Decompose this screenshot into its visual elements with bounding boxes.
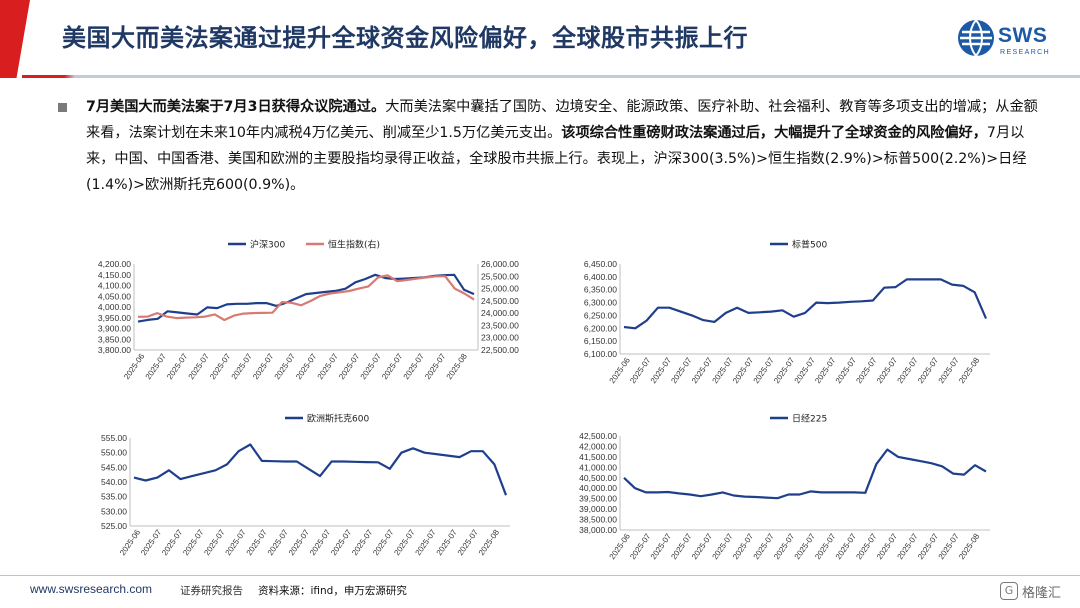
chart-hs300-hsi: 4,200.00 4,150.00 4,100.00 4,050.00 4,000.00…	[70, 232, 550, 392]
footer-divider	[0, 575, 1080, 576]
y-tick-label: 545.00	[101, 462, 127, 472]
y-tick-label: 530.00	[101, 506, 127, 516]
y-tick-label: 555.00	[101, 433, 127, 443]
y-tick-label: 535.00	[101, 492, 127, 502]
y-right-tick-label: 22,500.00	[481, 345, 519, 355]
y-right-tick-label: 23,500.00	[481, 320, 519, 330]
y-tick-label: 4,100.00	[98, 281, 131, 291]
sws-logo: SWS RESEARCH	[956, 18, 1066, 64]
series-line	[137, 273, 475, 323]
summary-paragraph: 7月美国大而美法案于7月3日获得众议院通过。大而美法案中囊括了国防、边境安全、能…	[86, 94, 1046, 198]
y-tick-label: 525.00	[101, 521, 127, 531]
x-tick-label: 2025-08	[445, 352, 470, 382]
chart-plot-group: 4,200.004,150.004,100.004,050.004,000.00…	[98, 259, 519, 381]
chart-legend: 欧洲斯托克600	[285, 413, 369, 425]
y-tick-label: 6,200.00	[584, 323, 617, 333]
watermark-logo-icon: G	[1000, 582, 1018, 600]
x-tick-label: 2025-08	[477, 528, 502, 558]
bullet-square-icon	[58, 103, 67, 112]
legend-label: 标普500	[792, 239, 827, 251]
y-tick-label: 4,050.00	[98, 291, 131, 301]
y-tick-label: 6,250.00	[584, 310, 617, 320]
globe-icon	[958, 19, 994, 57]
y-tick-label: 42,500.00	[579, 431, 617, 441]
y-tick-label: 540.00	[101, 477, 127, 487]
y-tick-label: 3,950.00	[98, 313, 131, 323]
y-right-tick-label: 26,000.00	[481, 259, 519, 269]
x-tick-label: 2025-08	[957, 532, 982, 562]
logo-subtext: RESEARCH	[1000, 49, 1051, 56]
chart-legend: 日经225	[770, 413, 827, 425]
chart-plot-group: 42,500.0042,000.0041,500.0041,000.0040,5…	[579, 431, 990, 561]
series-line	[623, 448, 987, 500]
legend-label: 恒生指数(右)	[328, 239, 380, 251]
y-tick-label: 39,000.00	[579, 504, 617, 514]
series-line	[137, 274, 475, 322]
y-right-tick-label: 24,500.00	[481, 296, 519, 306]
y-tick-label: 3,800.00	[98, 345, 131, 355]
summary-emphasis: 该项综合性重磅财政法案通过后，大幅提升了全球资金的风险偏好，	[561, 125, 987, 141]
watermark-text: 格隆汇	[1022, 586, 1062, 601]
header-accent-stripe	[0, 0, 30, 78]
y-tick-label: 38,500.00	[579, 515, 617, 525]
y-tick-label: 4,000.00	[98, 302, 131, 312]
chart-plot-group: 6,450.00 6,400.00 6,350.00 6,300.00 6,250.00…	[584, 259, 990, 385]
chart-plot-group: 555.00 550.00 545.00 540.00 535.00 530.00 525.…	[101, 433, 510, 557]
y-tick-label: 6,350.00	[584, 285, 617, 295]
legend-label: 日经225	[792, 413, 827, 425]
chart-stoxx600: 555.00 550.00 545.00 540.00 535.00 530.00 525.…	[70, 408, 550, 568]
header-bar: 美国大而美法案通过提升全球资金风险偏好，全球股市共振上行 SWS RESEARC…	[0, 0, 1080, 78]
chart-sp500: 6,450.00 6,400.00 6,350.00 6,300.00 6,250.00…	[560, 232, 1010, 392]
chart-legend: 标普500	[770, 239, 827, 251]
summary-detail: 大而美法案中囊括了国防、边境安全、能源政策、医疗补助、社会福利、教育等多项支出的…	[86, 99, 1038, 141]
y-right-tick-label: 25,500.00	[481, 271, 519, 281]
watermark: G 格隆汇	[1000, 580, 1076, 602]
x-tick-label: 2025-08	[957, 356, 982, 386]
y-right-tick-label: 23,000.00	[481, 333, 519, 343]
series-line	[133, 443, 508, 496]
y-tick-label: 6,150.00	[584, 336, 617, 346]
y-tick-label: 3,850.00	[98, 334, 131, 344]
footer-source-note: 资料来源：ifind，申万宏源研究	[258, 585, 407, 597]
footer-url-link[interactable]: www.swsresearch.com	[30, 582, 153, 596]
y-tick-label: 3,900.00	[98, 324, 131, 334]
y-tick-label: 39,500.00	[579, 494, 617, 504]
summary-performance: 7月以来，中国、中国香港、美国和欧洲的主要股指均录得正收益，全球股市共振上行。表…	[86, 125, 1027, 193]
y-tick-label: 6,300.00	[584, 298, 617, 308]
chart-legend: 沪深300 恒生指数(右)	[228, 239, 380, 251]
y-tick-label: 40,000.00	[579, 483, 617, 493]
legend-label: 欧洲斯托克600	[307, 413, 369, 425]
logo-text: SWS	[998, 24, 1048, 47]
y-tick-label: 40,500.00	[579, 473, 617, 483]
y-right-tick-label: 25,000.00	[481, 284, 519, 294]
series-line	[623, 278, 988, 330]
y-tick-label: 38,000.00	[579, 525, 617, 535]
y-tick-label: 4,150.00	[98, 270, 131, 280]
footer-dept-label: 证券研究报告	[180, 585, 243, 597]
y-tick-label: 6,100.00	[584, 349, 617, 359]
summary-lead: 7月美国大而美法案于7月3日获得众议院通过。	[86, 99, 386, 115]
y-right-tick-label: 24,000.00	[481, 308, 519, 318]
chart-nikkei225: 42,500.00 42,000.00 41,500.00 41,000.00 40,5…	[560, 408, 1010, 568]
y-tick-label: 42,000.00	[579, 441, 617, 451]
y-tick-label: 4,200.00	[98, 259, 131, 269]
y-tick-label: 6,450.00	[584, 259, 617, 269]
header-divider	[22, 75, 1080, 78]
y-tick-label: 41,500.00	[579, 452, 617, 462]
page-title: 美国大而美法案通过提升全球资金风险偏好，全球股市共振上行	[62, 24, 748, 52]
y-tick-label: 41,000.00	[579, 462, 617, 472]
legend-label: 沪深300	[250, 239, 285, 251]
y-tick-label: 6,400.00	[584, 272, 617, 282]
y-tick-label: 550.00	[101, 448, 127, 458]
